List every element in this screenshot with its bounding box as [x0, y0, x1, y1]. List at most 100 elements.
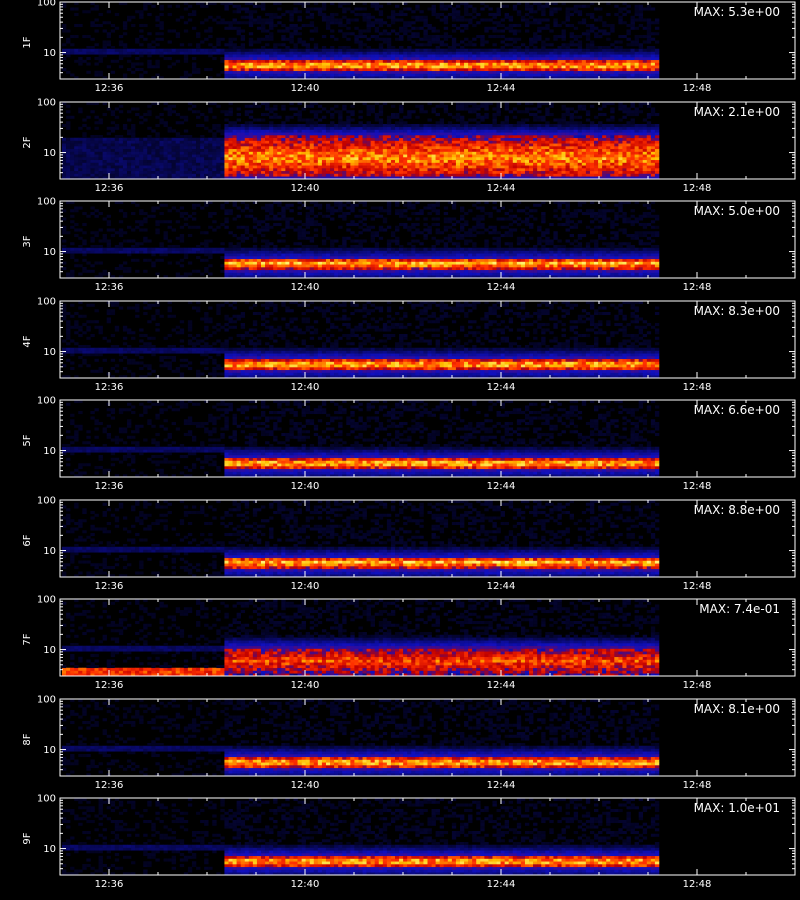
heatmap-cell	[379, 21, 383, 24]
heatmap-cell	[310, 24, 314, 27]
heatmap-cell	[293, 65, 297, 68]
heatmap-cell	[387, 52, 391, 55]
heatmap-cell	[375, 8, 379, 11]
heatmap-cell	[168, 57, 172, 60]
heatmap-cell	[298, 65, 302, 68]
heatmap-cell	[383, 32, 387, 35]
heatmap-cell	[135, 41, 139, 44]
heatmap-cell	[204, 49, 208, 52]
heatmap-cell	[541, 49, 545, 52]
heatmap-cell	[387, 71, 391, 74]
heatmap-cell	[346, 60, 350, 63]
heatmap-cell	[553, 21, 557, 24]
heatmap-cell	[147, 43, 151, 46]
heatmap-cell	[318, 68, 322, 71]
heatmap-cell	[432, 65, 436, 68]
heatmap-cell	[513, 60, 517, 63]
heatmap-cell	[423, 49, 427, 52]
heatmap-cell	[403, 52, 407, 55]
heatmap-cell	[387, 65, 391, 68]
heatmap-cell	[224, 63, 228, 66]
heatmap-cell	[261, 74, 265, 77]
heatmap-cell	[387, 43, 391, 46]
heatmap-cell	[277, 16, 281, 19]
heatmap-cell	[513, 52, 517, 55]
heatmap-cell	[517, 49, 521, 52]
heatmap-cell	[574, 60, 578, 63]
heatmap-cell	[566, 13, 570, 16]
heatmap-cell	[383, 60, 387, 63]
heatmap-cell	[444, 5, 448, 8]
heatmap-cell	[391, 46, 395, 49]
heatmap-cell	[233, 71, 237, 74]
heatmap-cell	[484, 68, 488, 71]
heatmap-cell	[159, 5, 163, 8]
heatmap-cell	[261, 8, 265, 11]
heatmap-cell	[70, 43, 74, 46]
heatmap-cell	[330, 74, 334, 77]
heatmap-cell	[289, 63, 293, 66]
heatmap-cell	[529, 38, 533, 41]
heatmap-cell	[265, 38, 269, 41]
heatmap-cell	[582, 65, 586, 68]
heatmap-cell	[115, 13, 119, 16]
heatmap-cell	[460, 68, 464, 71]
heatmap-cell	[245, 63, 249, 66]
heatmap-cell	[338, 74, 342, 77]
heatmap-cell	[66, 71, 70, 74]
heatmap-cell	[346, 74, 350, 77]
heatmap-cell	[476, 63, 480, 66]
heatmap-cell	[220, 49, 224, 52]
heatmap-cell	[582, 19, 586, 22]
heatmap-cell	[168, 30, 172, 33]
heatmap-cell	[476, 60, 480, 63]
heatmap-cell	[196, 35, 200, 38]
heatmap-cell	[562, 46, 566, 49]
heatmap-cell	[562, 74, 566, 77]
heatmap-cell	[403, 30, 407, 33]
heatmap-cell	[265, 52, 269, 55]
heatmap-cell	[176, 19, 180, 22]
heatmap-cell	[415, 65, 419, 68]
heatmap-cell	[358, 68, 362, 71]
heatmap-cell	[224, 74, 228, 77]
heatmap-cell	[391, 21, 395, 24]
heatmap-cell	[488, 63, 492, 66]
heatmap-cell	[358, 71, 362, 74]
heatmap-cell	[326, 21, 330, 24]
heatmap-cell	[293, 54, 297, 57]
heatmap-cell	[363, 43, 367, 46]
heatmap-cell	[391, 71, 395, 74]
heatmap-cell	[582, 68, 586, 71]
heatmap-cell	[326, 57, 330, 60]
heatmap-cell	[403, 54, 407, 57]
heatmap-cell	[74, 13, 78, 16]
heatmap-cell	[509, 19, 513, 22]
heatmap-cell	[488, 68, 492, 71]
heatmap-cell	[139, 63, 143, 66]
heatmap-cell	[464, 13, 468, 16]
heatmap-cell	[529, 52, 533, 55]
heatmap-cell	[464, 43, 468, 46]
heatmap-cell	[557, 35, 561, 38]
heatmap-cell	[298, 74, 302, 77]
heatmap-cell	[367, 63, 371, 66]
heatmap-cell	[541, 13, 545, 16]
heatmap-cell	[533, 21, 537, 24]
heatmap-cell	[241, 52, 245, 55]
heatmap-cell	[549, 68, 553, 71]
heatmap-cell	[139, 16, 143, 19]
heatmap-cell	[253, 21, 257, 24]
heatmap-cell	[456, 19, 460, 22]
heatmap-cell	[411, 52, 415, 55]
heatmap-cell	[293, 30, 297, 33]
heatmap-cell	[468, 43, 472, 46]
heatmap-cell	[399, 27, 403, 30]
heatmap-cell	[127, 54, 131, 57]
heatmap-cell	[472, 65, 476, 68]
heatmap-cell	[391, 16, 395, 19]
heatmap-cell	[338, 24, 342, 27]
heatmap-cell	[220, 57, 224, 60]
heatmap-cell	[346, 57, 350, 60]
heatmap-cell	[460, 63, 464, 66]
